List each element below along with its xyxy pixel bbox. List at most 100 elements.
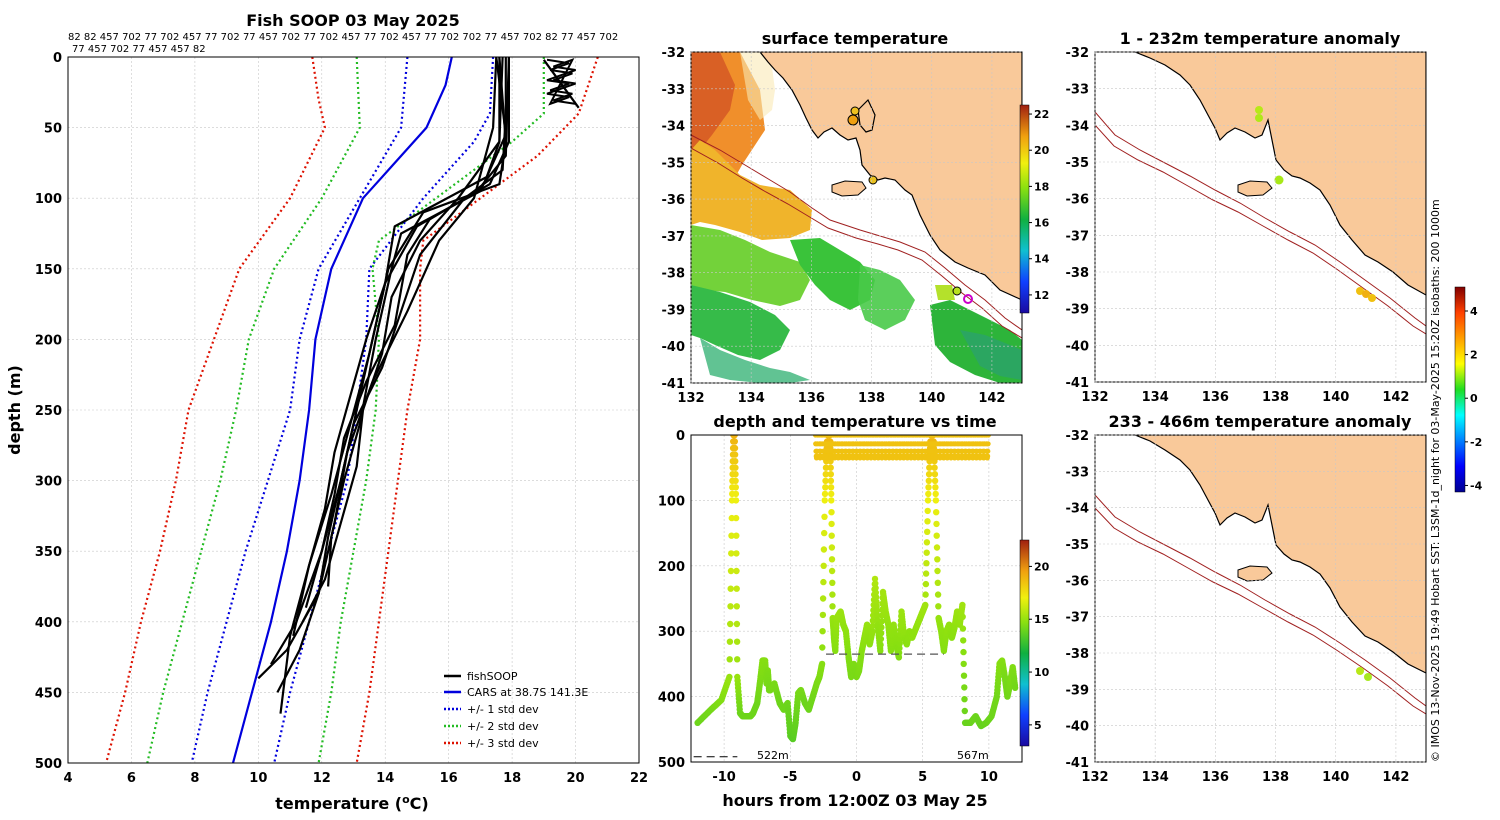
map-ytick-label: -36 bbox=[1066, 193, 1090, 208]
td-track-point bbox=[959, 601, 966, 609]
map-ytick-label: -34 bbox=[662, 120, 686, 135]
profile-xtick-label: 22 bbox=[630, 771, 648, 786]
map-xtick-label: 140 bbox=[1322, 390, 1349, 405]
td-track-point bbox=[873, 598, 880, 605]
td-track-point bbox=[934, 556, 941, 563]
td-track-point bbox=[822, 471, 829, 478]
profile-ytick-label: 150 bbox=[35, 263, 62, 278]
td-track-point bbox=[877, 647, 884, 654]
td-track-point bbox=[934, 567, 941, 575]
td-track-point bbox=[819, 595, 827, 602]
td-xtick-label: 0 bbox=[852, 770, 861, 785]
td-track-point bbox=[820, 562, 827, 569]
td-track-point bbox=[925, 471, 933, 478]
td-track-point bbox=[819, 628, 826, 635]
td-track-point bbox=[925, 490, 932, 498]
profile-line--1-std bbox=[190, 57, 409, 763]
colorbar-tick-label: 12 bbox=[1034, 289, 1049, 302]
td-track-point bbox=[935, 603, 942, 610]
td-track-point bbox=[873, 607, 881, 615]
profile-line--3-std bbox=[355, 57, 599, 763]
profile-ytick-label: 500 bbox=[35, 757, 62, 772]
td-track-point bbox=[877, 630, 885, 637]
profile-ylabel: depth (m) bbox=[5, 365, 24, 455]
profile-axes-frame bbox=[67, 56, 640, 764]
map-ytick-label: -33 bbox=[1066, 465, 1090, 480]
profile-line-fishsoop-e bbox=[304, 57, 510, 608]
profile-ytick-label: 100 bbox=[35, 192, 62, 207]
td-track-point bbox=[934, 591, 942, 598]
td-xtick-label: -5 bbox=[783, 770, 797, 785]
td-track-point bbox=[726, 656, 733, 663]
profile-xtick-label: 12 bbox=[313, 771, 331, 786]
colorbar-tick-label: 20 bbox=[1034, 144, 1050, 157]
map-xtick-label: 138 bbox=[1262, 390, 1289, 405]
colorbar-tick-label: 2 bbox=[1470, 349, 1478, 362]
map-ytick-label: -32 bbox=[1066, 429, 1090, 444]
colorbar-tick-label: 22 bbox=[1034, 108, 1049, 121]
map-ytick-label: -36 bbox=[662, 193, 686, 208]
td-track-point bbox=[871, 575, 879, 583]
map-xtick-label: 132 bbox=[1081, 390, 1108, 405]
time-depth-title: depth and temperature vs time bbox=[713, 412, 996, 431]
map-ytick-label: -34 bbox=[1066, 502, 1090, 517]
profile-series bbox=[105, 57, 599, 763]
td-track-point bbox=[829, 579, 836, 586]
td-ytick-label: 300 bbox=[658, 625, 685, 640]
td-track-point bbox=[934, 579, 941, 586]
td-track-point bbox=[733, 603, 740, 610]
profile-xtick-label: 4 bbox=[63, 771, 72, 786]
profile-line--2-std bbox=[146, 57, 361, 763]
td-track-point bbox=[733, 585, 740, 592]
map-ytick-label: -33 bbox=[1066, 83, 1090, 98]
td-track-point bbox=[732, 471, 739, 478]
td-track-point bbox=[728, 550, 735, 557]
profile-line--3-std bbox=[105, 57, 326, 763]
td-track-point bbox=[931, 464, 938, 471]
profile-title: Fish SOOP 03 May 2025 bbox=[246, 11, 460, 30]
map-xtick-label: 138 bbox=[858, 391, 885, 406]
td-track-point bbox=[924, 528, 931, 535]
td-surface-ping bbox=[985, 435, 991, 438]
profile-ytick-label: 450 bbox=[35, 686, 62, 701]
legend-std1: +/- 1 std dev bbox=[467, 703, 539, 716]
td-track-point bbox=[732, 497, 740, 504]
map-ytick-label: -39 bbox=[1066, 683, 1090, 698]
profile-line-fishsoop-g bbox=[301, 57, 501, 623]
td-track-point bbox=[960, 672, 968, 679]
td-track-point bbox=[822, 477, 829, 484]
td-ytick-label: 100 bbox=[658, 494, 685, 509]
td-track-point bbox=[922, 591, 929, 598]
td-track-point bbox=[828, 520, 835, 528]
map-ytick-label: -34 bbox=[1066, 119, 1090, 134]
anom2-isobath-200 bbox=[1095, 494, 1426, 707]
time-depth-xlabel: hours from 12:00Z 03 May 25 bbox=[722, 791, 987, 810]
td-track-point bbox=[821, 513, 828, 520]
td-track-point bbox=[821, 529, 828, 537]
map-ytick-label: -36 bbox=[1066, 574, 1090, 589]
map-ytick-label: -37 bbox=[1066, 229, 1090, 244]
map-ytick-label: -40 bbox=[662, 340, 686, 355]
map-xtick-label: 132 bbox=[677, 391, 704, 406]
td-track-point bbox=[827, 471, 834, 478]
colorbar-tick-label: 5 bbox=[1034, 719, 1042, 732]
td-track-point bbox=[933, 509, 940, 516]
td-track-point bbox=[896, 640, 903, 647]
map-ytick-label: -33 bbox=[662, 83, 686, 98]
td-track-point bbox=[931, 477, 939, 484]
map-ytick-label: -41 bbox=[662, 377, 686, 392]
sst-map-ticks: 132 134 136 138 140 142 -32 -33 -34 -35 -36 -37 -38 -… bbox=[662, 46, 1022, 406]
td-track-point bbox=[731, 435, 738, 439]
sst-isobath-200 bbox=[691, 134, 1022, 331]
map-ytick-label: -35 bbox=[1066, 538, 1090, 553]
map-ytick-label: -38 bbox=[662, 267, 686, 282]
map-xtick-label: 142 bbox=[1382, 770, 1409, 785]
map-ytick-label: -40 bbox=[1066, 720, 1090, 735]
td-track-point bbox=[732, 484, 739, 491]
td-ytick-label: 400 bbox=[658, 691, 685, 706]
td-track-point bbox=[896, 645, 903, 652]
td-track-point bbox=[728, 532, 735, 539]
anom1-markers bbox=[1255, 106, 1376, 302]
map-xtick-label: 142 bbox=[1382, 390, 1409, 405]
map-ytick-label: -38 bbox=[1066, 647, 1090, 662]
